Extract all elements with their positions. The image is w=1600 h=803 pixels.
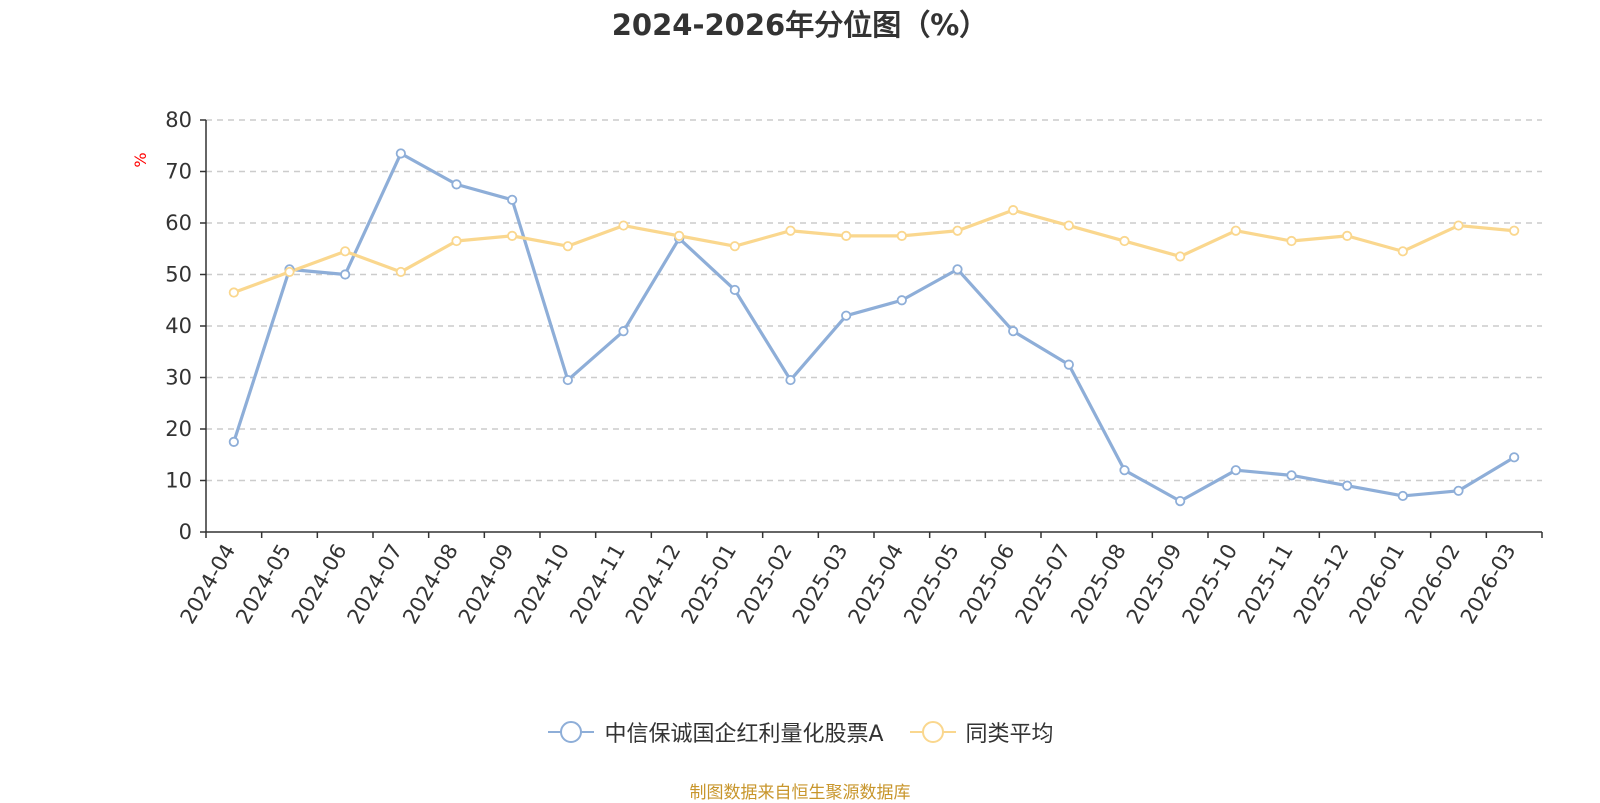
data-point-series-0[interactable] — [896, 295, 907, 306]
data-point-series-1[interactable] — [1397, 246, 1408, 257]
data-point-series-0[interactable] — [228, 436, 239, 447]
x-tick-labels: 2024-042024-052024-062024-072024-082024-… — [176, 540, 1521, 628]
data-point-series-1[interactable] — [1509, 225, 1520, 236]
x-tick-label: 2024-09 — [454, 540, 519, 628]
y-axis-unit-label: % — [131, 152, 150, 167]
x-tick-label: 2024-06 — [287, 540, 352, 628]
data-point-series-1[interactable] — [451, 235, 462, 247]
data-point-series-1[interactable] — [1230, 225, 1241, 236]
y-tick-label: 60 — [165, 211, 192, 235]
legend-item-fund[interactable]: 中信保诚国企红利量化股票A — [546, 716, 884, 748]
data-point-series-1[interactable] — [284, 266, 295, 278]
data-point-series-1[interactable] — [1286, 235, 1297, 247]
data-point-series-0[interactable] — [952, 264, 963, 275]
data-point-series-1[interactable] — [729, 241, 740, 252]
data-point-series-0[interactable] — [395, 148, 406, 159]
x-tick-label: 2025-12 — [1289, 540, 1354, 628]
y-tick-label: 50 — [165, 263, 192, 287]
y-tick-label: 0 — [179, 520, 192, 544]
data-point-series-0[interactable] — [1509, 452, 1520, 463]
legend-label-fund: 中信保诚国企红利量化股票A — [604, 722, 884, 747]
x-tick-label: 2024-05 — [231, 540, 296, 628]
data-point-series-1[interactable] — [1119, 235, 1130, 247]
data-point-series-0[interactable] — [785, 374, 796, 386]
grid-lines — [206, 119, 1542, 482]
x-tick-label: 2025-11 — [1233, 540, 1298, 628]
x-tick-label: 2025-01 — [677, 540, 742, 628]
data-point-series-1[interactable] — [1342, 230, 1353, 241]
data-point-series-1[interactable] — [896, 230, 907, 241]
data-point-series-0[interactable] — [1230, 465, 1241, 476]
data-point-series-1[interactable] — [674, 230, 685, 241]
y-tick-label: 30 — [165, 366, 192, 390]
x-tick-label: 2025-05 — [899, 540, 964, 628]
data-point-series-1[interactable] — [1008, 205, 1019, 216]
y-tick-label: 10 — [165, 469, 192, 493]
x-tick-label: 2025-02 — [732, 540, 797, 628]
data-point-series-0[interactable] — [729, 284, 740, 296]
legend-label-average: 同类平均 — [965, 722, 1054, 747]
x-tick-label: 2024-08 — [398, 540, 463, 628]
data-point-series-0[interactable] — [451, 179, 462, 190]
data-point-series-1[interactable] — [1063, 220, 1074, 231]
y-tick-label: 70 — [165, 160, 192, 184]
data-point-series-0[interactable] — [1453, 485, 1464, 496]
data-point-series-0[interactable] — [1286, 470, 1297, 481]
x-tick-label: 2024-10 — [510, 540, 575, 628]
series-lines — [228, 148, 1520, 507]
data-point-series-1[interactable] — [785, 225, 796, 236]
y-tick-labels: 0 10 20 30 40 50 60 70 80 — [165, 108, 192, 544]
data-point-series-1[interactable] — [507, 230, 518, 241]
data-point-series-1[interactable] — [618, 220, 629, 231]
data-point-series-0[interactable] — [618, 326, 629, 337]
x-tick-label: 2025-06 — [955, 540, 1020, 628]
x-tick-label: 2024-07 — [343, 540, 408, 628]
x-tick-label: 2026-02 — [1400, 540, 1465, 628]
legend-item-average[interactable]: 同类平均 — [908, 716, 1054, 748]
data-point-series-0[interactable] — [1119, 465, 1130, 476]
series-line-1 — [233, 208, 1515, 295]
x-tick-label: 2025-03 — [788, 540, 853, 628]
data-point-series-1[interactable] — [1453, 220, 1464, 231]
source-note: 制图数据来自恒生聚源数据库 — [689, 783, 911, 803]
x-tick-label: 2025-08 — [1066, 540, 1131, 628]
data-point-series-1[interactable] — [562, 241, 573, 252]
legend: 中信保诚国企红利量化股票A 同类平均 — [0, 716, 1600, 748]
data-point-series-0[interactable] — [562, 374, 573, 386]
x-tick-label: 2025-10 — [1178, 540, 1243, 628]
data-point-series-0[interactable] — [1063, 359, 1074, 370]
y-tick-label: 40 — [165, 314, 192, 338]
data-point-series-1[interactable] — [952, 225, 963, 236]
legend-line-circle-icon — [548, 721, 595, 743]
legend-line-circle-icon — [909, 721, 956, 743]
data-point-series-0[interactable] — [1175, 495, 1186, 507]
data-point-series-1[interactable] — [228, 287, 239, 298]
x-tick-label: 2025-09 — [1122, 540, 1187, 628]
data-point-series-0[interactable] — [841, 310, 852, 321]
series-line-0 — [232, 151, 1515, 503]
data-point-series-0[interactable] — [1342, 480, 1353, 491]
data-point-series-1[interactable] — [340, 246, 351, 257]
x-tick-label: 2025-07 — [1011, 540, 1076, 628]
x-tick-label: 2024-11 — [565, 540, 630, 628]
x-tick-label: 2026-01 — [1345, 540, 1410, 628]
axes — [200, 119, 1543, 538]
y-tick-label: 20 — [165, 417, 192, 441]
data-point-series-1[interactable] — [395, 266, 406, 278]
x-tick-label: 2024-12 — [621, 540, 686, 628]
data-point-series-0[interactable] — [1008, 326, 1019, 337]
y-tick-label: 80 — [165, 108, 192, 132]
data-point-series-1[interactable] — [841, 230, 852, 241]
data-point-series-0[interactable] — [507, 194, 518, 205]
x-tick-label: 2026-03 — [1456, 540, 1521, 628]
chart-title: 2024-2026年分位图（%） — [611, 8, 989, 42]
data-point-series-1[interactable] — [1175, 251, 1186, 262]
data-point-series-0[interactable] — [1397, 490, 1408, 502]
data-point-series-0[interactable] — [340, 269, 351, 280]
x-tick-label: 2024-04 — [176, 540, 241, 628]
x-tick-label: 2025-04 — [844, 540, 909, 628]
